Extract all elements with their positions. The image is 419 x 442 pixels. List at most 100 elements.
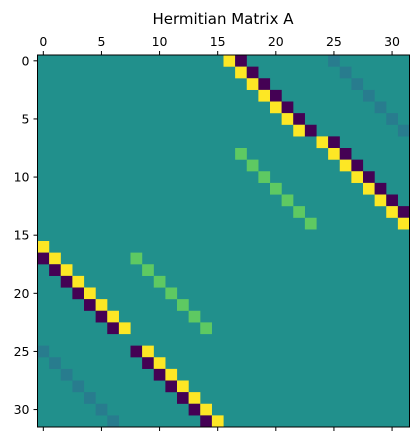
heatmap-cell-r21-c5 <box>95 299 108 311</box>
heatmap-cell-r31-c14 <box>200 415 212 428</box>
heatmap-cell-r28-c11 <box>165 380 178 393</box>
heatmap-cell-r19-c2 <box>60 275 73 288</box>
x-tick-label-10: 10 <box>152 34 168 49</box>
heatmap-cell-r25-c8 <box>130 345 143 358</box>
heatmap-cell-r1-c18 <box>246 66 259 79</box>
heatmap-cell-r22-c5 <box>95 310 108 323</box>
y-tick-label-10: 10 <box>14 170 30 185</box>
heatmap-cell-r11-c29 <box>374 182 387 195</box>
heatmap-cell-r26-c1 <box>49 357 61 369</box>
heatmap-cell-r18-c2 <box>60 264 73 276</box>
heatmap-cell-r12-c30 <box>386 194 398 207</box>
heatmap-cell-r23-c14 <box>200 322 212 335</box>
heatmap-cell-r5-c21 <box>281 113 294 125</box>
heatmap-cell-r19-c3 <box>72 275 85 288</box>
heatmap-cell-r3-c20 <box>270 89 282 102</box>
heatmap-cell-r13-c31 <box>397 206 410 218</box>
heatmap-cell-r6-c23 <box>304 124 317 137</box>
heatmap-cell-r27-c10 <box>153 368 166 381</box>
heatmap-cell-r9-c26 <box>339 159 352 172</box>
heatmap-cell-r2-c18 <box>246 78 259 90</box>
heatmap-cell-r27-c2 <box>60 368 73 381</box>
heatmap-cell-r22-c13 <box>188 310 201 323</box>
heatmap-cell-r8-c25 <box>328 148 340 160</box>
heatmap-cell-r18-c9 <box>142 264 154 276</box>
y-tick-label-5: 5 <box>22 111 30 126</box>
heatmap-cell-r16-c0 <box>37 241 50 253</box>
heatmap-cell-r22-c6 <box>107 310 119 323</box>
x-tick-label-25: 25 <box>326 34 342 49</box>
heatmap-cell-r14-c23 <box>304 217 317 230</box>
heatmap-cells <box>37 55 410 428</box>
heatmap-cell-r10-c28 <box>363 171 375 183</box>
heatmap-cell-r2-c27 <box>351 78 364 90</box>
heatmap-cell-r7-c25 <box>328 136 340 149</box>
heatmap-cell-r1-c17 <box>235 66 247 79</box>
heatmap-cell-r29-c12 <box>177 392 189 404</box>
heatmap-cell-r14-c31 <box>397 217 410 230</box>
heatmap-cell-r26-c10 <box>153 357 166 369</box>
heatmap-cell-r0-c17 <box>235 55 247 67</box>
heatmap-plot <box>37 54 410 428</box>
heatmap-cell-r31-c6 <box>107 415 119 428</box>
y-tick-label-15: 15 <box>14 228 30 243</box>
heatmap-cell-r2-c19 <box>258 78 271 90</box>
heatmap-cell-r17-c1 <box>49 252 61 265</box>
heatmap-cell-r10-c19 <box>258 171 271 183</box>
heatmap-cell-r12-c21 <box>281 194 294 207</box>
x-tick-label-15: 15 <box>210 34 226 49</box>
heatmap-cell-r29-c4 <box>84 392 96 404</box>
heatmap-cell-r27-c11 <box>165 368 178 381</box>
heatmap-cell-r11-c28 <box>363 182 375 195</box>
heatmap-cell-r7-c24 <box>316 136 329 149</box>
heatmap-cell-r30-c5 <box>95 403 108 416</box>
heatmap-cell-r30-c14 <box>200 403 212 416</box>
chart-title: Hermitian Matrix A <box>153 10 295 28</box>
heatmap-cell-r20-c4 <box>84 287 96 300</box>
heatmap-cell-r30-c13 <box>188 403 201 416</box>
heatmap-cell-r3-c19 <box>258 89 271 102</box>
heatmap-cell-r28-c12 <box>177 380 189 393</box>
heatmap-cell-r4-c29 <box>374 101 387 114</box>
heatmap-cell-r10-c27 <box>351 171 364 183</box>
x-tick-label-30: 30 <box>384 34 400 49</box>
heatmap-cell-r6-c22 <box>293 124 305 137</box>
heatmap-cell-r20-c11 <box>165 287 178 300</box>
y-tick-label-25: 25 <box>14 344 30 359</box>
heatmap-cell-r5-c30 <box>386 113 398 125</box>
heatmap-cell-r18-c1 <box>49 264 61 276</box>
heatmap-cell-r19-c10 <box>153 275 166 288</box>
heatmap-cell-r4-c20 <box>270 101 282 114</box>
heatmap-cell-r6-c31 <box>397 124 410 137</box>
heatmap-cell-r17-c8 <box>130 252 143 265</box>
heatmap-cell-r17-c0 <box>37 252 50 265</box>
x-tick-label-20: 20 <box>268 34 284 49</box>
heatmap-cell-r12-c29 <box>374 194 387 207</box>
heatmap-cell-r9-c27 <box>351 159 364 172</box>
heatmap-cell-r8-c26 <box>339 148 352 160</box>
heatmap-cell-r26-c9 <box>142 357 154 369</box>
x-tick-label-5: 5 <box>97 34 105 49</box>
heatmap-cell-r31-c15 <box>211 415 224 428</box>
axes: 0 5 10 15 20 25 30 0 5 10 15 20 25 30 <box>14 34 400 431</box>
heatmap-cell-r25-c0 <box>37 345 50 358</box>
heatmap-cell-r8-c17 <box>235 148 247 160</box>
heatmap-cell-r21-c4 <box>84 299 96 311</box>
heatmap-cell-r23-c7 <box>118 322 131 335</box>
heatmap-cell-r28-c3 <box>72 380 85 393</box>
heatmap-cell-r0-c16 <box>223 55 236 67</box>
plot-background <box>37 55 410 427</box>
heatmap-cell-r0-c25 <box>328 55 340 67</box>
y-tick-label-20: 20 <box>14 286 30 301</box>
x-tick-label-0: 0 <box>39 34 47 49</box>
heatmap-cell-r23-c6 <box>107 322 119 335</box>
heatmap-cell-r13-c30 <box>386 206 398 218</box>
heatmap-cell-r25-c9 <box>142 345 154 358</box>
heatmap-cell-r1-c26 <box>339 66 352 79</box>
heatmap-cell-r20-c3 <box>72 287 85 300</box>
heatmap-cell-r9-c18 <box>246 159 259 172</box>
heatmap-cell-r11-c20 <box>270 182 282 195</box>
heatmap-cell-r4-c21 <box>281 101 294 114</box>
